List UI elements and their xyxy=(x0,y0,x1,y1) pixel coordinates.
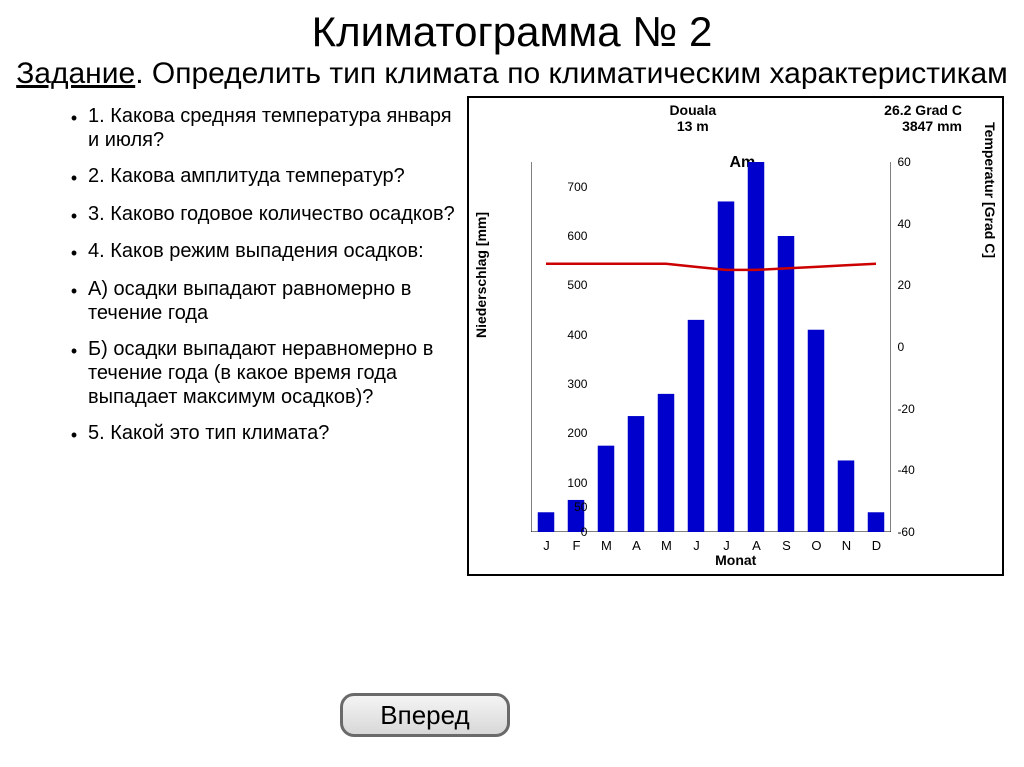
y-axis-left-label: Niederschlag [mm] xyxy=(473,212,489,338)
y-left-tick: 50 xyxy=(574,500,587,514)
x-tick: M xyxy=(661,538,672,553)
precip-bar xyxy=(538,512,555,532)
avg-temp: 26.2 Grad C xyxy=(884,102,962,118)
bullet-icon: • xyxy=(60,104,88,152)
question-text: А) осадки выпадают равномерно в течение … xyxy=(88,277,457,325)
precip-bar xyxy=(748,162,765,532)
bullet-icon: • xyxy=(60,202,88,228)
content-row: •1. Какова средняя температура января и … xyxy=(0,92,1024,576)
question-item: •5. Какой это тип климата? xyxy=(60,421,457,447)
temperature-line xyxy=(546,264,876,270)
question-text: 1. Какова средняя температура января и и… xyxy=(88,104,457,152)
x-tick: A xyxy=(752,538,761,553)
y-left-tick: 0 xyxy=(581,525,588,539)
precip-bar xyxy=(628,416,645,532)
annual-precip: 3847 mm xyxy=(884,118,962,134)
bullet-icon: • xyxy=(60,239,88,265)
climogram-chart: Douala 13 m 26.2 Grad C 3847 mm Am Niede… xyxy=(467,96,1004,576)
x-tick: J xyxy=(723,538,730,553)
x-tick: J xyxy=(693,538,700,553)
precip-bar xyxy=(658,394,675,532)
x-axis-label: Monat xyxy=(469,552,1002,568)
question-text: 3. Каково годовое количество осадков? xyxy=(88,202,457,228)
forward-button[interactable]: Вперед xyxy=(340,693,510,737)
question-text: Б) осадки выпадают неравномерно в течени… xyxy=(88,337,457,409)
station-elevation: 13 m xyxy=(669,118,716,134)
precip-bar xyxy=(598,446,615,532)
plot-area: 050100200300400500600700-60-40-200204060… xyxy=(531,162,951,532)
task-text: . Определить тип климата по климатически… xyxy=(135,57,1008,90)
question-text: 4. Каков режим выпадения осадков: xyxy=(88,239,457,265)
forward-button-label: Вперед xyxy=(380,700,469,730)
station-name: Douala xyxy=(669,102,716,118)
y-left-tick: 600 xyxy=(567,229,587,243)
precip-bar xyxy=(688,320,705,532)
x-tick: O xyxy=(811,538,821,553)
x-tick: N xyxy=(842,538,851,553)
task-label: Задание xyxy=(16,57,135,90)
question-item: •2. Какова амплитуда температур? xyxy=(60,164,457,190)
question-text: 5. Какой это тип климата? xyxy=(88,421,457,447)
question-item: •А) осадки выпадают равномерно в течение… xyxy=(60,277,457,325)
precip-bar xyxy=(838,460,855,532)
question-item: •3. Каково годовое количество осадков? xyxy=(60,202,457,228)
y-right-tick: -60 xyxy=(897,525,914,539)
y-left-tick: 100 xyxy=(567,476,587,490)
main-title: Климатограмма № 2 xyxy=(0,8,1024,56)
y-left-tick: 400 xyxy=(567,328,587,342)
y-right-tick: 60 xyxy=(897,155,910,169)
y-right-tick: -40 xyxy=(897,463,914,477)
y-left-tick: 200 xyxy=(567,426,587,440)
precip-bar xyxy=(718,201,735,532)
x-tick: J xyxy=(543,538,550,553)
bullet-icon: • xyxy=(60,337,88,409)
y-right-tick: -20 xyxy=(897,402,914,416)
y-right-tick: 20 xyxy=(897,278,910,292)
x-tick: F xyxy=(572,538,580,553)
precip-bar xyxy=(778,236,795,532)
bullet-icon: • xyxy=(60,277,88,325)
question-item: •1. Какова средняя температура января и … xyxy=(60,104,457,152)
chart-summary: 26.2 Grad C 3847 mm xyxy=(884,102,962,134)
y-left-tick: 300 xyxy=(567,377,587,391)
x-tick: A xyxy=(632,538,641,553)
y-left-tick: 500 xyxy=(567,278,587,292)
title-block: Климатограмма № 2 Задание. Определить ти… xyxy=(0,0,1024,92)
precip-bar xyxy=(808,330,825,532)
precip-bar xyxy=(868,512,885,532)
bullet-icon: • xyxy=(60,421,88,447)
question-item: •4. Каков режим выпадения осадков: xyxy=(60,239,457,265)
chart-station: Douala 13 m xyxy=(669,102,716,134)
y-right-tick: 0 xyxy=(897,340,904,354)
y-right-tick: 40 xyxy=(897,217,910,231)
question-item: •Б) осадки выпадают неравномерно в течен… xyxy=(60,337,457,409)
x-tick: D xyxy=(872,538,881,553)
x-tick: S xyxy=(782,538,791,553)
x-tick: M xyxy=(601,538,612,553)
sub-title: Задание. Определить тип климата по клима… xyxy=(0,56,1024,92)
y-left-tick: 700 xyxy=(567,180,587,194)
question-text: 2. Какова амплитуда температур? xyxy=(88,164,457,190)
y-axis-right-label: Temperatur [Grad C] xyxy=(982,122,998,258)
question-list: •1. Какова средняя температура января и … xyxy=(60,96,457,576)
bullet-icon: • xyxy=(60,164,88,190)
